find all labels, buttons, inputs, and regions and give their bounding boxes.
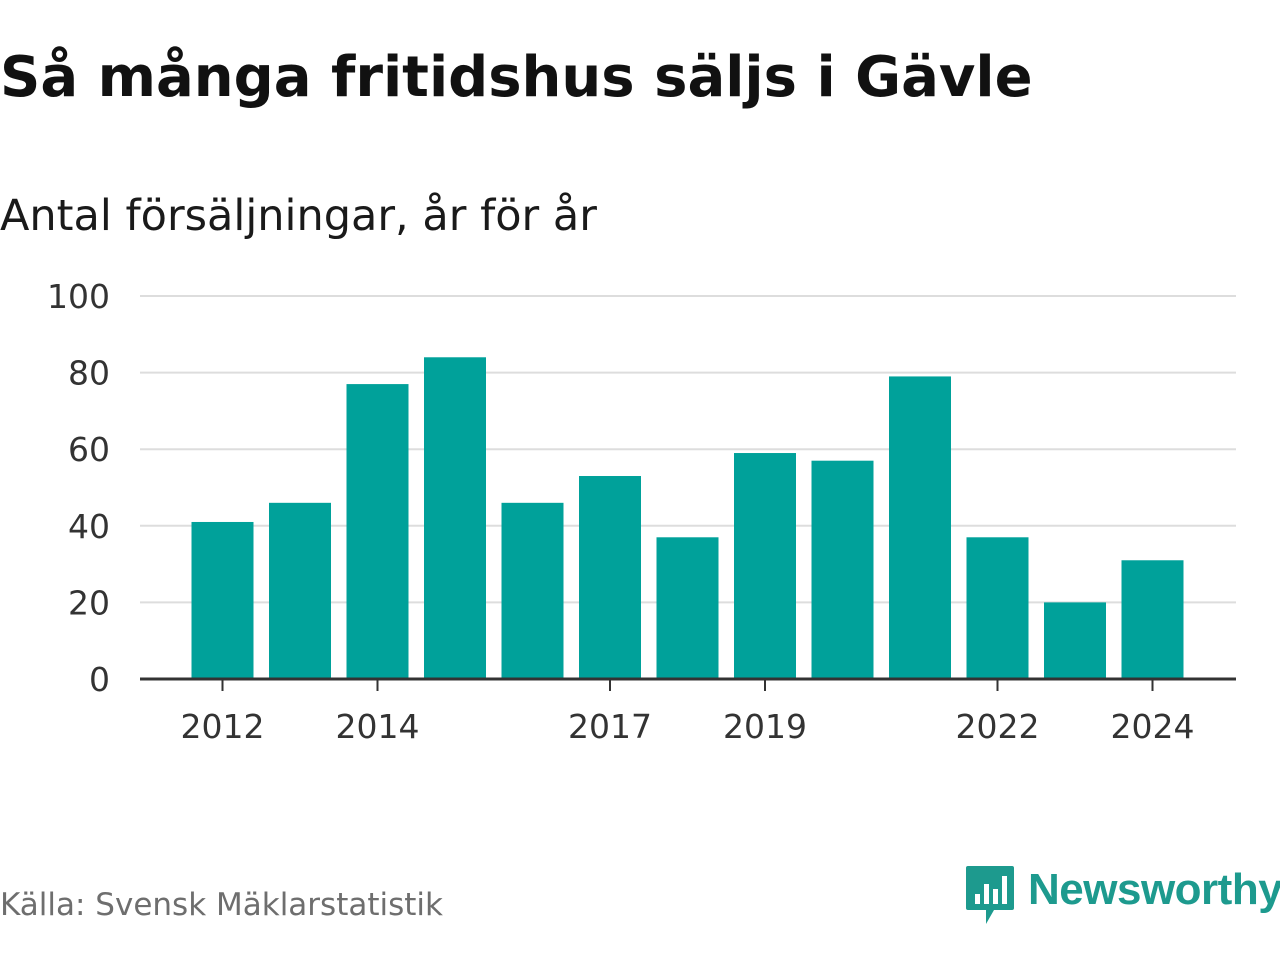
bar-2023 xyxy=(1044,602,1106,679)
brand-name: Newsworthy xyxy=(1028,865,1280,914)
x-tick-label: 2012 xyxy=(181,707,265,746)
newsworthy-logo-icon xyxy=(966,866,1014,924)
bar-2019 xyxy=(734,453,796,679)
bar-2022 xyxy=(966,537,1029,679)
x-tick-label: 2024 xyxy=(1111,707,1195,746)
y-tick-label: 0 xyxy=(89,660,110,699)
bar-2014 xyxy=(346,384,409,679)
bar-2024 xyxy=(1121,560,1184,679)
x-tick-label: 2017 xyxy=(568,707,652,746)
x-tick-label: 2022 xyxy=(956,707,1040,746)
y-tick-label: 60 xyxy=(68,430,110,469)
x-tick-label: 2014 xyxy=(336,707,420,746)
bar-2020 xyxy=(811,460,874,679)
brand-logo: Newsworthy xyxy=(964,864,1280,928)
x-tick-label: 2019 xyxy=(723,707,807,746)
bar-2013 xyxy=(269,502,331,679)
bar-2016 xyxy=(501,502,564,679)
chart-subtitle: Antal försäljningar, år för år xyxy=(0,191,597,241)
bar-2017 xyxy=(579,476,641,679)
source-note: Källa: Svensk Mäklarstatistik xyxy=(0,887,443,923)
bars xyxy=(191,357,1184,679)
y-tick-label: 40 xyxy=(68,507,110,546)
bar-2015 xyxy=(424,357,486,679)
chart-title: Så många fritidshus säljs i Gävle xyxy=(0,45,1033,110)
bar-2021 xyxy=(889,376,951,679)
y-tick-label: 100 xyxy=(47,277,110,316)
bar-2018 xyxy=(656,537,719,679)
axes: 0 20 40 60 80 100 2012 2014 2017 2019 2022 2024 xyxy=(47,277,1236,746)
bar-2012 xyxy=(191,521,254,679)
y-tick-label: 20 xyxy=(68,583,110,622)
y-tick-label: 80 xyxy=(68,354,110,393)
